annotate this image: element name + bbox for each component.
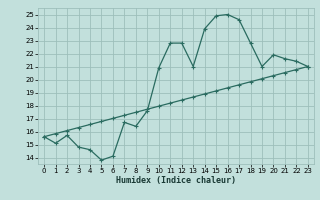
X-axis label: Humidex (Indice chaleur): Humidex (Indice chaleur) xyxy=(116,176,236,185)
